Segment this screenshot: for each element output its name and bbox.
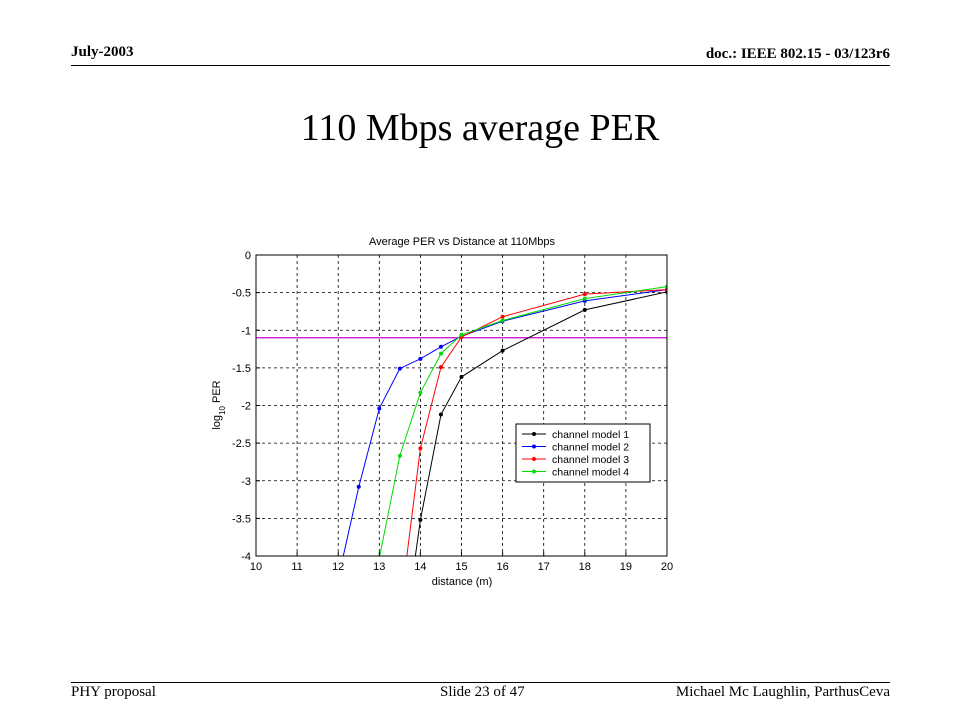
legend-item: channel model 1 [522, 429, 629, 441]
data-point [418, 390, 423, 395]
series-1 [414, 289, 667, 556]
y-tick-label: -3.5 [232, 513, 251, 525]
data-point [459, 374, 464, 379]
y-tick-label: -2 [241, 401, 251, 413]
y-tick-label: -2.5 [232, 438, 251, 450]
legend-marker [532, 444, 536, 449]
legend-label: channel model 4 [552, 467, 629, 479]
series-line [379, 286, 667, 556]
legend-marker [532, 469, 536, 474]
header-date: July-2003 [71, 44, 134, 60]
data-point [459, 332, 464, 337]
legend-marker [532, 432, 536, 436]
data-point [418, 446, 423, 451]
y-tick-label: -1.5 [232, 363, 251, 375]
x-tick-label: 18 [579, 561, 591, 573]
x-tick-label: 14 [414, 561, 426, 573]
x-axis-label: distance (m) [432, 576, 493, 588]
legend-item: channel model 2 [522, 442, 629, 454]
data-point [438, 344, 443, 349]
y-tick-label: -4 [241, 551, 251, 563]
legend-item: channel model 4 [522, 467, 629, 479]
header-doc-id: doc.: IEEE 802.15 - 03/123r6 [705, 46, 890, 62]
data-point [418, 356, 423, 361]
data-point [582, 292, 587, 297]
data-point [438, 351, 443, 356]
legend-label: channel model 1 [552, 429, 629, 441]
y-tick-label: -0.5 [232, 288, 251, 300]
series-layer [342, 284, 667, 556]
y-axis-label-group: log10 PER [211, 380, 227, 429]
data-point [397, 366, 402, 371]
x-tick-label: 20 [661, 561, 673, 573]
x-tick-label: 15 [455, 561, 467, 573]
data-point [582, 296, 587, 301]
data-point [438, 412, 443, 417]
legend-label: channel model 2 [552, 442, 629, 454]
x-tick-label: 16 [496, 561, 508, 573]
data-point [582, 307, 587, 312]
x-tick-label: 19 [620, 561, 632, 573]
footer-slide-number: Slide 23 of 47 [440, 684, 525, 700]
data-point [397, 453, 402, 458]
x-tick-label: 10 [250, 561, 262, 573]
chart-title: Average PER vs Distance at 110Mbps [369, 236, 556, 248]
data-point [418, 517, 423, 522]
legend-label: channel model 3 [552, 454, 629, 466]
data-point [500, 318, 505, 323]
slide-title: 110 Mbps average PER [300, 107, 660, 149]
y-axis-label: log10 PER [211, 380, 227, 429]
data-point [356, 484, 361, 489]
legend-marker [532, 457, 536, 461]
x-tick-label: 17 [538, 561, 550, 573]
data-point [438, 365, 443, 370]
x-tick-label: 11 [291, 561, 302, 573]
x-tick-label: 12 [332, 561, 344, 573]
y-tick-label: -3 [241, 476, 251, 488]
y-tick-label: 0 [245, 250, 251, 262]
series-4 [379, 284, 667, 556]
y-tick-label: -1 [241, 325, 251, 337]
legend-item: channel model 3 [522, 454, 629, 466]
header-rule [71, 65, 890, 66]
footer-rule [71, 682, 890, 683]
data-point [500, 314, 505, 319]
data-point [377, 406, 382, 411]
footer-left: PHY proposal [71, 684, 156, 700]
series-3 [406, 287, 667, 556]
x-tick-label: 13 [373, 561, 385, 573]
footer-author: Michael Mc Laughlin, ParthusCeva [675, 684, 890, 700]
per-chart: Average PER vs Distance at 110Mbps 10 11 1… [211, 236, 673, 588]
series-line [342, 289, 667, 556]
data-point [500, 348, 505, 353]
ticks: 10 11 12 13 14 15 16 17 18 19 20 0 -0.5 -1 -1.5 -2 -2.5 -… [232, 250, 673, 573]
